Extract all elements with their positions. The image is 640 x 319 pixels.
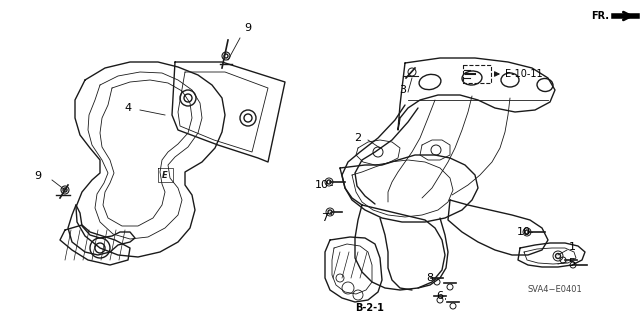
Text: B-2-1: B-2-1 <box>356 303 385 313</box>
Text: FR.: FR. <box>591 11 609 21</box>
Text: 7: 7 <box>321 213 328 223</box>
Text: 8: 8 <box>426 273 433 283</box>
Text: 2: 2 <box>355 133 362 143</box>
Text: 1: 1 <box>568 242 575 252</box>
Text: 6: 6 <box>436 291 444 301</box>
Bar <box>463 65 491 83</box>
Text: SVA4−E0401: SVA4−E0401 <box>527 286 582 294</box>
Text: E-10-11: E-10-11 <box>505 69 543 79</box>
Text: 10: 10 <box>315 180 329 190</box>
Text: 3: 3 <box>399 85 406 95</box>
Text: 9: 9 <box>35 171 42 181</box>
Text: E: E <box>162 170 168 180</box>
Text: 4: 4 <box>124 103 132 113</box>
Text: 5: 5 <box>568 258 575 268</box>
Text: 9: 9 <box>244 23 252 33</box>
Text: 10: 10 <box>517 227 531 237</box>
